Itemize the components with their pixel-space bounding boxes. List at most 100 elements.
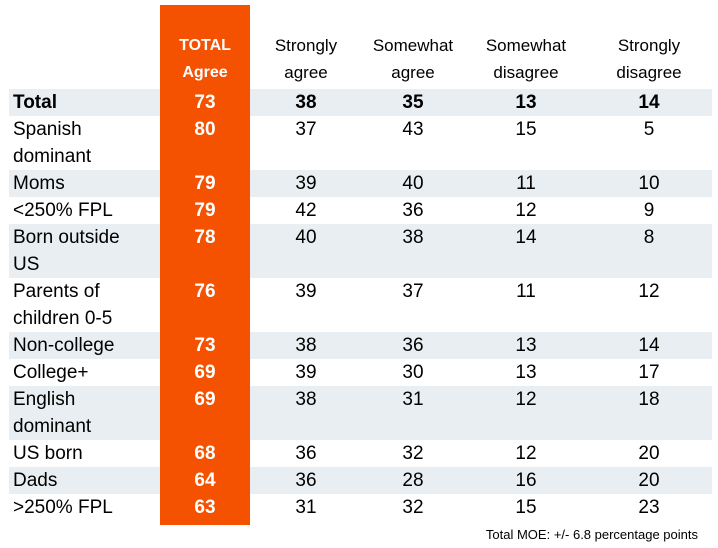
cell-somewhat_disagree: 11 xyxy=(516,281,536,302)
cell-somewhat_disagree: 12 xyxy=(515,443,537,464)
cell-total_agree: 69 xyxy=(194,389,216,410)
row-label-line: US born xyxy=(13,443,83,464)
column-header-line: Somewhat xyxy=(372,36,454,55)
cell-strongly_disagree: 20 xyxy=(638,470,660,491)
cell-somewhat_agree: 32 xyxy=(402,443,424,464)
column-header-line: Strongly xyxy=(274,36,338,55)
cell-somewhat_disagree: 13 xyxy=(515,92,537,113)
cell-somewhat_agree: 30 xyxy=(402,362,424,383)
cell-strongly_disagree: 23 xyxy=(638,497,660,518)
row-label-line: US xyxy=(13,254,40,275)
row-label: English dominant xyxy=(13,386,163,440)
row-label: Total xyxy=(13,89,163,116)
row-label-line: Dads xyxy=(13,470,58,491)
row-label: College+ xyxy=(13,359,163,386)
cell-strongly_disagree: 10 xyxy=(638,173,660,194)
cell-total_agree: 68 xyxy=(194,443,216,464)
column-header-somewhat_disagree: Somewhat disagree xyxy=(466,32,586,86)
cell-somewhat_disagree: 13 xyxy=(515,335,537,356)
column-header-line: TOTAL xyxy=(179,37,231,54)
column-header-total_agree: TOTAL Agree xyxy=(145,32,265,86)
cell-total_agree: 79 xyxy=(194,173,216,194)
row-label-line: dominant xyxy=(13,416,92,437)
cell-strongly_agree: 37 xyxy=(295,119,317,140)
row-label-line: <250% FPL xyxy=(13,200,113,221)
total-agree-highlight-column xyxy=(160,5,250,525)
cell-somewhat_disagree: 15 xyxy=(515,497,537,518)
column-header-line: agree xyxy=(391,63,435,82)
cell-strongly_agree: 39 xyxy=(295,362,317,383)
row-label-line: >250% FPL xyxy=(13,497,113,518)
cell-strongly_agree: 40 xyxy=(295,227,317,248)
row-band xyxy=(9,170,712,197)
cell-strongly_agree: 31 xyxy=(295,497,317,518)
row-label: US born xyxy=(13,440,163,467)
cell-strongly_disagree: 14 xyxy=(638,92,660,113)
row-label-line: children 0-5 xyxy=(13,308,113,329)
cell-total_agree: 73 xyxy=(194,92,216,113)
cell-strongly_agree: 39 xyxy=(295,173,317,194)
row-label: Non-college xyxy=(13,332,163,359)
cell-total_agree: 73 xyxy=(194,335,216,356)
column-header-line: Somewhat xyxy=(485,36,567,55)
row-band xyxy=(9,467,712,494)
cell-strongly_disagree: 14 xyxy=(638,335,660,356)
cell-somewhat_disagree: 12 xyxy=(515,200,537,221)
cell-strongly_disagree: 8 xyxy=(643,227,655,248)
row-label: Dads xyxy=(13,467,163,494)
cell-strongly_disagree: 18 xyxy=(638,389,660,410)
row-label: >250% FPL xyxy=(13,494,163,521)
column-header-line: disagree xyxy=(616,63,682,82)
row-label-line: Spanish xyxy=(13,119,82,140)
cell-total_agree: 63 xyxy=(194,497,216,518)
cell-total_agree: 79 xyxy=(194,200,216,221)
row-band xyxy=(9,89,712,116)
column-header-somewhat_agree: Somewhat agree xyxy=(353,32,473,86)
cell-somewhat_disagree: 12 xyxy=(515,389,537,410)
cell-total_agree: 64 xyxy=(194,470,216,491)
cell-somewhat_disagree: 16 xyxy=(515,470,537,491)
cell-somewhat_disagree: 14 xyxy=(515,227,537,248)
cell-somewhat_disagree: 13 xyxy=(515,362,537,383)
row-label-line: Total xyxy=(13,92,57,113)
cell-somewhat_agree: 38 xyxy=(402,227,424,248)
cell-somewhat_agree: 40 xyxy=(402,173,424,194)
cell-strongly_disagree: 9 xyxy=(643,200,655,221)
cell-total_agree: 78 xyxy=(194,227,216,248)
row-label: <250% FPL xyxy=(13,197,163,224)
cell-somewhat_agree: 37 xyxy=(402,281,424,302)
cell-somewhat_disagree: 11 xyxy=(516,173,536,194)
column-header-line: agree xyxy=(284,63,328,82)
cell-strongly_agree: 38 xyxy=(295,389,317,410)
cell-strongly_agree: 36 xyxy=(295,470,317,491)
moe-footnote: Total MOE: +/- 6.8 percentage points xyxy=(485,527,698,542)
cell-strongly_disagree: 20 xyxy=(638,443,660,464)
row-band xyxy=(9,332,712,359)
cell-somewhat_agree: 28 xyxy=(402,470,424,491)
cell-total_agree: 69 xyxy=(194,362,216,383)
cell-strongly_agree: 39 xyxy=(295,281,317,302)
cell-total_agree: 80 xyxy=(194,119,216,140)
row-label-line: Born outside xyxy=(13,227,120,248)
cell-strongly_agree: 38 xyxy=(295,335,317,356)
column-header-line: Strongly xyxy=(617,36,681,55)
cell-somewhat_disagree: 15 xyxy=(515,119,537,140)
cell-strongly_disagree: 5 xyxy=(643,119,655,140)
column-header-strongly_disagree: Strongly disagree xyxy=(589,32,709,86)
cell-somewhat_agree: 36 xyxy=(402,335,424,356)
cell-somewhat_agree: 32 xyxy=(402,497,424,518)
cell-somewhat_agree: 31 xyxy=(402,389,424,410)
column-header-strongly_agree: Strongly agree xyxy=(246,32,366,86)
cell-somewhat_agree: 43 xyxy=(402,119,424,140)
row-label-line: English xyxy=(13,389,76,410)
row-label: Born outside US xyxy=(13,224,163,278)
cell-total_agree: 76 xyxy=(194,281,216,302)
row-label-line: Non-college xyxy=(13,335,115,356)
cell-strongly_agree: 36 xyxy=(295,443,317,464)
row-label-line: dominant xyxy=(13,146,92,167)
cell-somewhat_agree: 35 xyxy=(402,92,424,113)
row-label: Parents of children 0-5 xyxy=(13,278,163,332)
column-header-line: Agree xyxy=(182,64,228,81)
row-label-line: College+ xyxy=(13,362,89,383)
